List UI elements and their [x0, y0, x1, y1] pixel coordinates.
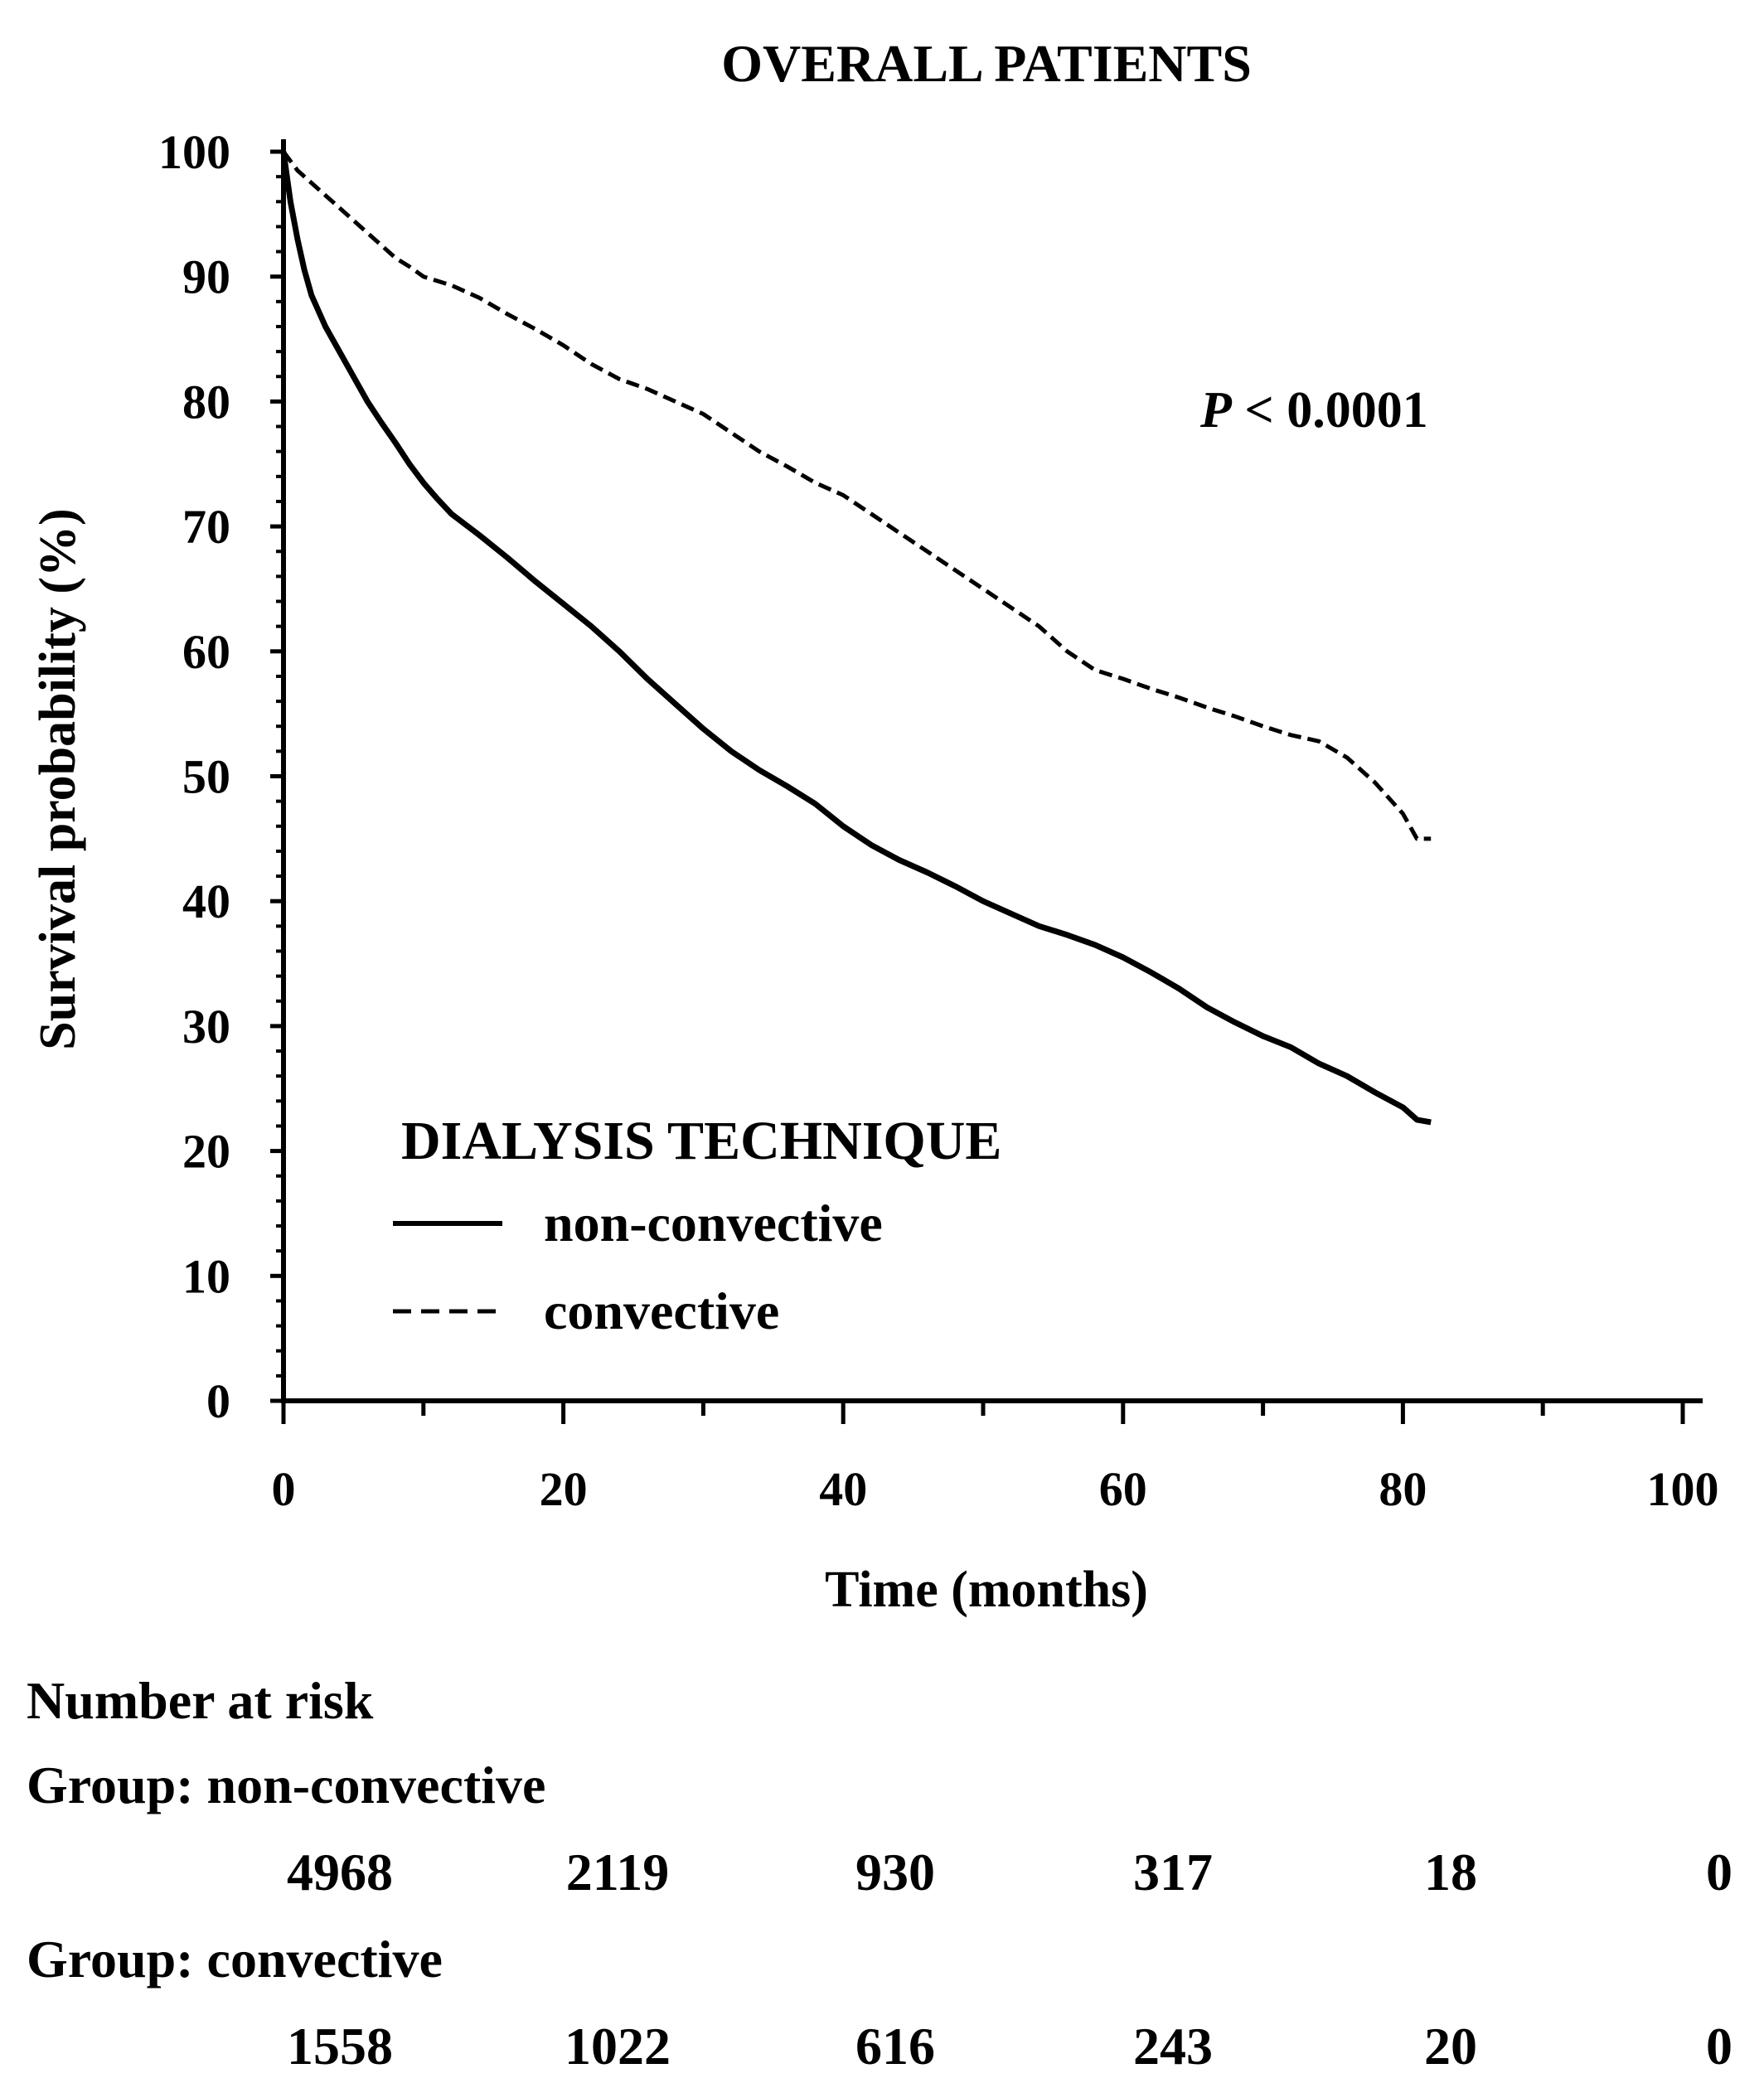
risk-count: 4968 — [287, 1843, 393, 1901]
x-axis: 0 20 40 60 80 100 Time (months) — [272, 1398, 1719, 1618]
y-tick-label: 100 — [158, 125, 230, 179]
risk-count: 2119 — [566, 1843, 669, 1901]
legend: DIALYSIS TECHNIQUE non-convective convec… — [393, 1111, 1001, 1340]
y-tick-label: 40 — [182, 874, 230, 928]
y-axis-label: Survival probability (%) — [30, 508, 86, 1049]
y-tick-label: 80 — [182, 375, 230, 429]
x-tick-label: 60 — [1099, 1462, 1147, 1516]
y-tick-label: 50 — [182, 750, 230, 804]
p-value-symbol: P — [1199, 382, 1233, 438]
risk-count: 0 — [1706, 1843, 1732, 1901]
legend-label-non-convective: non-convective — [544, 1194, 883, 1252]
risk-group-label-convective: Group: convective — [27, 1930, 443, 1989]
risk-count: 243 — [1133, 2017, 1213, 2076]
y-tick-label: 90 — [182, 250, 230, 304]
x-tick-label: 80 — [1379, 1462, 1427, 1516]
x-tick-label: 40 — [819, 1462, 867, 1516]
p-value-annotation: P < 0.0001 — [1199, 382, 1428, 438]
risk-count: 18 — [1424, 1843, 1477, 1901]
x-axis-label: Time (months) — [825, 1562, 1148, 1618]
series-line-non-convective — [280, 151, 1432, 1126]
legend-label-convective: convective — [544, 1281, 779, 1340]
risk-count: 616 — [855, 2017, 935, 2076]
risk-count: 1558 — [287, 2017, 393, 2076]
risk-table: Number at risk Group: non-convective 496… — [27, 1671, 1732, 2076]
y-tick-label: 60 — [182, 625, 230, 679]
risk-group-label-non-convective: Group: non-convective — [27, 1756, 545, 1814]
series-line-convective — [281, 150, 1432, 841]
p-value-text: < 0.0001 — [1232, 382, 1428, 438]
y-tick-label: 70 — [182, 500, 230, 554]
y-tick-label: 0 — [206, 1374, 230, 1428]
x-tick-label: 0 — [272, 1462, 296, 1516]
risk-table-heading: Number at risk — [27, 1671, 374, 1730]
legend-title: DIALYSIS TECHNIQUE — [401, 1111, 1001, 1171]
risk-count: 0 — [1706, 2017, 1732, 2076]
y-tick-label: 10 — [182, 1249, 230, 1303]
y-tick-label: 20 — [182, 1125, 230, 1179]
y-axis: 0 10 20 30 40 50 60 70 80 90 100 Survival probabil… — [30, 125, 286, 1428]
risk-count: 1022 — [565, 2017, 671, 2076]
risk-count: 930 — [855, 1843, 935, 1901]
chart-title: OVERALL PATIENTS — [721, 34, 1252, 93]
y-tick-label: 30 — [182, 1000, 230, 1054]
x-tick-label: 100 — [1647, 1462, 1719, 1516]
x-tick-label: 20 — [540, 1462, 588, 1516]
risk-count: 20 — [1424, 2017, 1477, 2076]
risk-count: 317 — [1133, 1843, 1213, 1901]
